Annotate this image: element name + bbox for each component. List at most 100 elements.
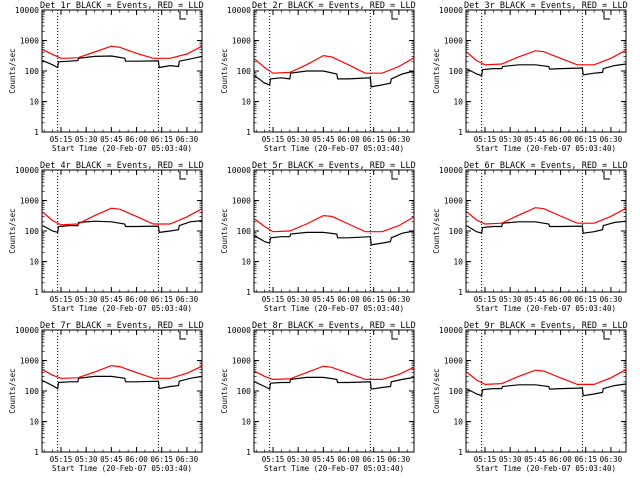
x-tick-label: 05:45 bbox=[100, 295, 123, 304]
y-tick-label: 10000 bbox=[439, 6, 463, 15]
y-tick-label: 1000 bbox=[444, 197, 463, 206]
events-series-line bbox=[466, 220, 627, 234]
x-tick-label: 05:45 bbox=[524, 455, 547, 464]
x-tick-label: 06:15 bbox=[574, 295, 597, 304]
y-tick-label: 10000 bbox=[15, 326, 39, 335]
panel-det-2r: Det 2r BLACK = Events, RED = LLD 1 10 100 10… bbox=[220, 1, 416, 153]
y-tick-label: 100 bbox=[237, 67, 252, 76]
y-tick-label: 1000 bbox=[444, 357, 463, 366]
x-tick-label: 06:30 bbox=[176, 135, 199, 144]
y-tick-label: 10000 bbox=[15, 166, 39, 175]
y-axis-label: Counts/sec bbox=[220, 368, 229, 413]
x-axis-label: Start Time (20-Feb-07 05:03:40) bbox=[476, 304, 616, 313]
plot-title: Det 1r BLACK = Events, RED = LLD bbox=[40, 1, 204, 11]
x-tick-label: 06:00 bbox=[337, 295, 360, 304]
lld-series-line bbox=[42, 364, 203, 379]
x-tick-label: 06:00 bbox=[549, 135, 572, 144]
plot-title: Det 5r BLACK = Events, RED = LLD bbox=[252, 161, 416, 171]
x-tick-label: 05:30 bbox=[287, 295, 310, 304]
events-series-line bbox=[466, 63, 627, 77]
x-axis-label: Start Time (20-Feb-07 05:03:40) bbox=[264, 144, 404, 153]
x-tick-label: 06:00 bbox=[125, 455, 148, 464]
y-tick-label: 10 bbox=[453, 258, 463, 267]
x-tick-label: 06:00 bbox=[549, 295, 572, 304]
lld-series-line bbox=[466, 369, 627, 386]
lld-series-line bbox=[254, 214, 415, 233]
x-axis-label: Start Time (20-Feb-07 05:03:40) bbox=[476, 464, 616, 473]
y-tick-label: 1 bbox=[34, 128, 39, 137]
corner-marker bbox=[179, 171, 186, 180]
corner-marker bbox=[179, 11, 186, 20]
plot-frame bbox=[41, 169, 203, 293]
x-tick-label: 05:15 bbox=[50, 455, 73, 464]
x-tick-label: 06:30 bbox=[388, 135, 411, 144]
x-axis-label: Start Time (20-Feb-07 05:03:40) bbox=[52, 304, 192, 313]
x-tick-label: 05:15 bbox=[474, 295, 497, 304]
x-tick-label: 05:30 bbox=[75, 455, 98, 464]
y-tick-label: 1 bbox=[246, 288, 251, 297]
plot-title: Det 7r BLACK = Events, RED = LLD bbox=[40, 321, 204, 331]
x-tick-label: 05:45 bbox=[100, 455, 123, 464]
events-series-line bbox=[42, 55, 203, 69]
y-tick-label: 1000 bbox=[20, 37, 39, 46]
x-axis-label: Start Time (20-Feb-07 05:03:40) bbox=[264, 304, 404, 313]
events-series-line bbox=[254, 376, 415, 391]
y-tick-label: 100 bbox=[25, 227, 40, 236]
x-tick-label: 05:30 bbox=[287, 135, 310, 144]
y-tick-label: 10000 bbox=[15, 6, 39, 15]
y-tick-label: 1 bbox=[246, 128, 251, 137]
y-tick-label: 1 bbox=[458, 448, 463, 457]
lld-series-line bbox=[42, 45, 203, 59]
panel-det-4r: Det 4r BLACK = Events, RED = LLD 1 10 100 10… bbox=[8, 161, 204, 313]
corner-marker bbox=[603, 331, 610, 340]
x-tick-label: 05:15 bbox=[262, 135, 285, 144]
x-tick-label: 06:15 bbox=[574, 455, 597, 464]
x-tick-label: 06:30 bbox=[176, 455, 199, 464]
plot-title: Det 8r BLACK = Events, RED = LLD bbox=[252, 321, 416, 331]
x-tick-label: 06:15 bbox=[150, 295, 173, 304]
x-tick-label: 06:15 bbox=[574, 135, 597, 144]
plot-frame bbox=[465, 169, 627, 293]
y-tick-label: 10 bbox=[241, 258, 251, 267]
corner-marker bbox=[179, 331, 186, 340]
y-tick-label: 1000 bbox=[20, 357, 39, 366]
panel-det-7r: Det 7r BLACK = Events, RED = LLD 1 10 100 10… bbox=[8, 321, 204, 473]
x-tick-label: 06:15 bbox=[150, 135, 173, 144]
corner-marker bbox=[603, 11, 610, 20]
plot-title: Det 6r BLACK = Events, RED = LLD bbox=[464, 161, 628, 171]
plot-frame bbox=[41, 9, 203, 133]
x-tick-label: 06:30 bbox=[176, 295, 199, 304]
y-tick-label: 1000 bbox=[20, 197, 39, 206]
y-tick-label: 10 bbox=[29, 258, 39, 267]
panel-det-9r: Det 9r BLACK = Events, RED = LLD 1 10 100 10… bbox=[432, 321, 628, 473]
y-axis-label: Counts/sec bbox=[220, 208, 229, 253]
x-axis-label: Start Time (20-Feb-07 05:03:40) bbox=[264, 464, 404, 473]
y-tick-label: 10000 bbox=[439, 166, 463, 175]
panel-det-5r: Det 5r BLACK = Events, RED = LLD 1 10 100 10… bbox=[220, 161, 416, 313]
events-series-line bbox=[254, 230, 415, 246]
x-tick-label: 06:00 bbox=[337, 135, 360, 144]
y-axis-label: Counts/sec bbox=[8, 368, 17, 413]
x-tick-label: 06:00 bbox=[337, 455, 360, 464]
x-tick-label: 05:15 bbox=[50, 295, 73, 304]
x-tick-label: 05:15 bbox=[50, 135, 73, 144]
x-tick-label: 06:30 bbox=[600, 135, 623, 144]
x-tick-label: 06:00 bbox=[549, 455, 572, 464]
y-tick-label: 100 bbox=[237, 387, 252, 396]
events-series-line bbox=[42, 220, 203, 234]
y-tick-label: 10 bbox=[241, 418, 251, 427]
y-tick-label: 100 bbox=[237, 227, 252, 236]
y-tick-label: 1 bbox=[246, 448, 251, 457]
y-tick-label: 10 bbox=[241, 98, 251, 107]
x-tick-label: 05:15 bbox=[474, 135, 497, 144]
y-axis-label: Counts/sec bbox=[432, 48, 441, 93]
y-tick-label: 10000 bbox=[227, 6, 251, 15]
y-tick-label: 10 bbox=[453, 418, 463, 427]
x-tick-label: 06:15 bbox=[362, 135, 385, 144]
x-tick-label: 06:15 bbox=[362, 455, 385, 464]
y-tick-label: 100 bbox=[25, 67, 40, 76]
x-axis-label: Start Time (20-Feb-07 05:03:40) bbox=[52, 464, 192, 473]
lld-series-line bbox=[254, 365, 415, 381]
y-tick-label: 1000 bbox=[232, 357, 251, 366]
